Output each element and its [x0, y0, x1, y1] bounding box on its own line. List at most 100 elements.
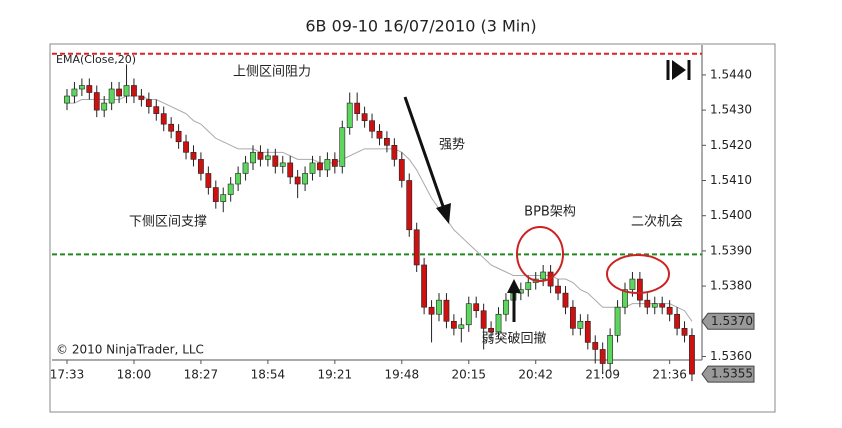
candle-body	[421, 264, 428, 308]
candle-body	[577, 320, 584, 329]
candle-body	[674, 313, 680, 329]
candle-body	[279, 162, 286, 167]
y-tick-label: 1.5390	[710, 243, 752, 257]
annotation: BPB架构	[524, 205, 576, 220]
candle-body	[622, 289, 628, 308]
x-tick-label: 21:36	[652, 368, 687, 382]
candle-body	[78, 85, 85, 90]
y-tick-label: 1.5420	[710, 138, 752, 152]
candle-body	[443, 299, 450, 322]
candle-body	[651, 303, 658, 308]
y-tick-label: 1.5430	[710, 103, 752, 117]
candle-body	[317, 162, 323, 171]
price-marker	[701, 312, 755, 330]
arrow-head	[507, 279, 521, 293]
candle-body	[629, 278, 636, 290]
candle-body	[636, 278, 643, 301]
candle-body	[160, 113, 167, 125]
candle-body	[354, 102, 361, 114]
annotation: 弱突破回撤	[481, 331, 546, 347]
y-tick-label: 1.5410	[710, 173, 752, 187]
candle-body	[153, 106, 160, 114]
candle-body	[123, 85, 130, 97]
candle-body	[250, 152, 256, 164]
candle-body	[324, 159, 331, 171]
candle-body	[190, 152, 197, 160]
candle-body	[450, 320, 457, 329]
ema-legend: EMA(Close,20)	[56, 53, 136, 66]
candle-body	[183, 141, 189, 153]
candle-body	[168, 123, 175, 132]
candle-body	[384, 137, 390, 146]
candle-body	[369, 120, 375, 132]
candle-body	[555, 285, 561, 294]
candle-body	[131, 85, 137, 97]
copyright: © 2010 NinjaTrader, LLC	[56, 343, 204, 357]
candle-body	[287, 162, 294, 178]
candle-body	[614, 306, 621, 336]
candle-body	[93, 92, 100, 111]
candle-body	[116, 88, 122, 97]
candle-body	[212, 187, 219, 202]
price-marker	[701, 365, 755, 383]
candle-body	[339, 127, 346, 167]
chart-title: 6B 09-10 16/07/2010 (3 Min)	[305, 17, 536, 36]
candle-body	[64, 95, 70, 104]
candle-body	[235, 173, 242, 185]
x-tick-label: 18:54	[251, 368, 286, 382]
candle-body	[346, 102, 353, 129]
candle-body	[220, 194, 227, 202]
candle-body	[376, 130, 383, 139]
candle-body	[302, 173, 308, 185]
candle-body	[413, 229, 420, 266]
candle-body	[331, 159, 338, 167]
candle-body	[689, 335, 695, 375]
candle-body	[86, 85, 93, 93]
price-marker-label: 1.5370	[711, 314, 753, 328]
candle-body	[205, 173, 212, 188]
candle-body	[666, 306, 673, 315]
annotation: 下侧区间支撑	[129, 215, 207, 230]
annotation: 强势	[439, 137, 465, 153]
x-tick-label: 18:27	[184, 368, 219, 382]
candle-body	[294, 176, 301, 185]
candle-body	[145, 99, 152, 107]
candle-body	[198, 159, 204, 174]
candle-body	[465, 303, 472, 326]
x-tick-label: 19:48	[385, 368, 420, 382]
x-tick-label: 19:21	[318, 368, 353, 382]
candle-body	[138, 95, 145, 100]
panel-frame	[49, 43, 776, 413]
candle-body	[175, 130, 182, 143]
candle-body	[436, 299, 442, 315]
candle-body	[101, 102, 108, 111]
candle-body	[562, 292, 569, 308]
candle-body	[488, 328, 494, 333]
candle-body	[227, 183, 234, 195]
x-tick-label: 21:09	[585, 368, 620, 382]
ema-line	[67, 95, 693, 322]
candle-body	[495, 313, 502, 333]
candle-body	[398, 159, 405, 181]
candle-body	[592, 342, 599, 350]
highlight-ellipse	[606, 254, 670, 294]
y-tick-label: 1.5380	[710, 279, 752, 293]
candle-body	[272, 155, 279, 167]
candle-body	[71, 88, 78, 97]
arrow-head	[436, 203, 451, 224]
candle-body	[681, 328, 688, 336]
candle-body	[361, 113, 368, 121]
marks: 1.5360 1.5370 1.5380 1.5390 1.5400 1.5410 1.54…	[50, 52, 755, 383]
candle-body	[264, 155, 271, 160]
candle-body	[458, 324, 465, 329]
x-tick-label: 17:33	[50, 368, 85, 382]
candle-body	[644, 299, 651, 308]
candle-body	[503, 299, 509, 315]
y-tick-label: 1.5400	[710, 208, 752, 222]
candle-body	[108, 88, 115, 104]
x-tick-label: 18:00	[117, 368, 152, 382]
overlays	[403, 60, 691, 322]
x-tick-label: 20:42	[518, 368, 553, 382]
nav-icon[interactable]	[672, 60, 686, 80]
